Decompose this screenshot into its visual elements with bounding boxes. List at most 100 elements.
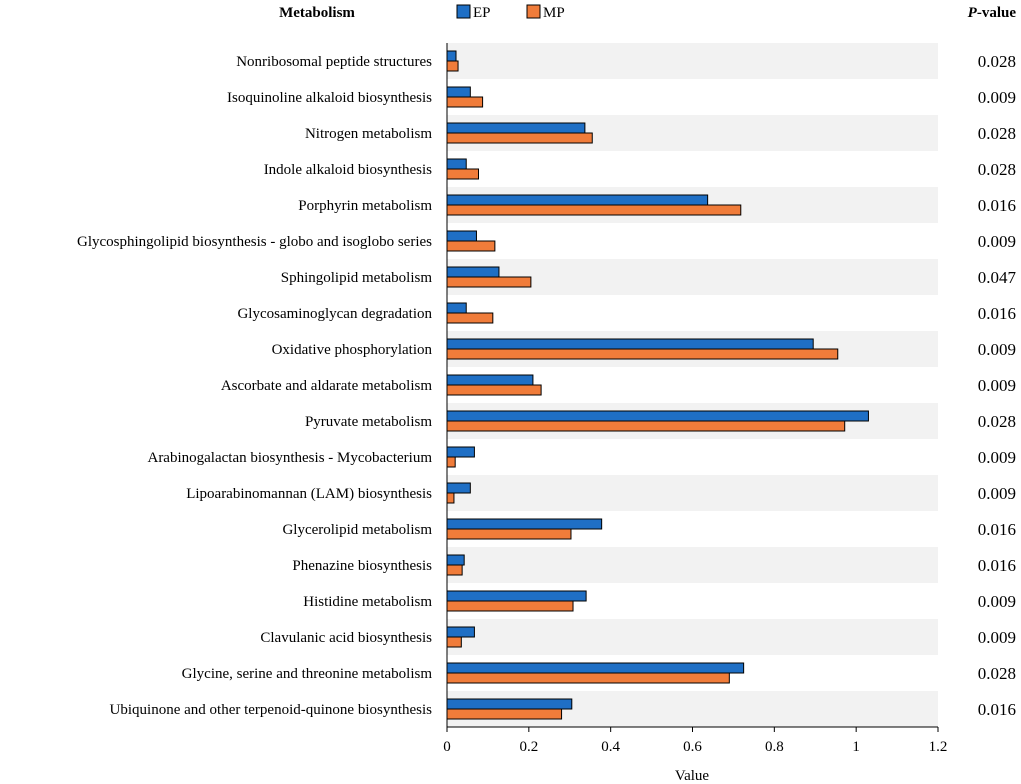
p-value: 0.009: [978, 340, 1016, 359]
category-label: Oxidative phosphorylation: [272, 342, 433, 358]
category-label: Indole alkaloid biosynthesis: [264, 162, 432, 178]
x-tick-label: 1: [852, 739, 860, 755]
category-label: Histidine metabolism: [303, 594, 432, 610]
bar-mp-1: [446, 96, 484, 108]
p-value: 0.047: [978, 268, 1017, 287]
bar-ep-15: [446, 590, 587, 602]
bar-ep-3: [446, 158, 467, 170]
bar-mp-7: [446, 312, 494, 324]
x-axis: 0 0.2 0.4 0.6 0.8 1 1.2: [443, 43, 947, 755]
bar-ep-0: [446, 50, 457, 62]
bar-mp-13: [446, 528, 572, 540]
x-tick-label: 0: [443, 739, 451, 755]
x-tick-label: 0.2: [519, 739, 538, 755]
p-value-column: 0.028 0.009 0.028 0.028 0.016 0.009 0.047 0.016…: [978, 52, 1017, 719]
category-label: Lipoarabinomannan (LAM) biosynthesis: [186, 486, 432, 502]
bar-ep-14: [446, 554, 465, 566]
p-value: 0.016: [978, 196, 1016, 215]
bar-mp-14: [446, 564, 463, 576]
legend-swatch-ep: [456, 4, 471, 19]
bar-ep-12: [446, 482, 471, 494]
row-band: [447, 547, 938, 583]
category-label: Clavulanic acid biosynthesis: [260, 630, 432, 646]
bar-ep-7: [446, 302, 467, 314]
bar-mp-10: [446, 420, 846, 432]
bar-mp-2: [446, 132, 593, 144]
bar-mp-8: [446, 348, 839, 360]
category-label: Pyruvate metabolism: [305, 414, 432, 430]
category-label: Glycine, serine and threonine metabolism: [182, 666, 433, 682]
x-axis-title: Value: [675, 768, 709, 784]
x-tick-label: 1.2: [929, 739, 948, 755]
p-value: 0.028: [978, 412, 1016, 431]
bar-ep-8: [446, 338, 814, 350]
p-value: 0.028: [978, 124, 1016, 143]
p-value: 0.009: [978, 628, 1016, 647]
bar-ep-17: [446, 662, 745, 674]
p-value: 0.016: [978, 304, 1016, 323]
category-label: Porphyrin metabolism: [298, 198, 432, 214]
legend: EP MP: [456, 4, 565, 21]
bar-ep-5: [446, 230, 477, 242]
bar-ep-13: [446, 518, 603, 530]
category-label: Ubiquinone and other terpenoid-quinone b…: [110, 702, 433, 718]
p-value: 0.009: [978, 376, 1016, 395]
bar-ep-1: [446, 86, 471, 98]
category-labels: Nonribosomal peptide structures Isoquinol…: [77, 54, 432, 718]
bar-mp-11: [446, 456, 456, 468]
category-label: Sphingolipid metabolism: [281, 270, 433, 286]
bar-ep-11: [446, 446, 475, 458]
bars-group: [446, 50, 869, 720]
legend-label-mp: MP: [543, 5, 565, 21]
bar-ep-4: [446, 194, 709, 206]
bar-ep-2: [446, 122, 586, 134]
bar-mp-17: [446, 672, 730, 684]
row-band: [447, 475, 938, 511]
row-band: [447, 43, 938, 79]
p-value: 0.009: [978, 592, 1016, 611]
bar-mp-3: [446, 168, 480, 180]
row-band: [447, 619, 938, 655]
bar-mp-4: [446, 204, 742, 216]
p-value: 0.009: [978, 448, 1016, 467]
p-value: 0.009: [978, 88, 1016, 107]
category-label: Glycosaminoglycan degradation: [237, 306, 432, 322]
x-tick-label: 0.6: [683, 739, 702, 755]
p-value-header: P-value: [968, 5, 1017, 21]
bar-ep-18: [446, 698, 573, 710]
bar-ep-6: [446, 266, 500, 278]
p-value: 0.028: [978, 160, 1016, 179]
bar-mp-6: [446, 276, 532, 288]
metabolism-header: Metabolism: [279, 5, 355, 21]
p-value-header-italic: P: [968, 5, 978, 21]
category-label: Phenazine biosynthesis: [292, 558, 432, 574]
x-tick-label: 0.8: [765, 739, 784, 755]
bar-mp-0: [446, 60, 459, 72]
category-label: Isoquinoline alkaloid biosynthesis: [227, 90, 432, 106]
p-value: 0.028: [978, 664, 1016, 683]
p-value: 0.016: [978, 556, 1016, 575]
bar-mp-15: [446, 600, 574, 612]
bar-mp-9: [446, 384, 542, 396]
bar-ep-16: [446, 626, 475, 638]
legend-swatch-mp: [526, 4, 541, 19]
category-label: Nitrogen metabolism: [305, 126, 432, 142]
p-value: 0.028: [978, 52, 1016, 71]
x-tick-label: 0.4: [601, 739, 620, 755]
p-value: 0.009: [978, 232, 1016, 251]
p-value: 0.009: [978, 484, 1016, 503]
category-label: Glycosphingolipid biosynthesis - globo a…: [77, 234, 432, 250]
bar-ep-10: [446, 410, 869, 422]
bar-mp-12: [446, 492, 455, 504]
p-value: 0.016: [978, 520, 1016, 539]
p-value-header-rest: -value: [977, 5, 1017, 21]
legend-label-ep: EP: [473, 5, 491, 21]
bar-mp-5: [446, 240, 496, 252]
category-label: Nonribosomal peptide structures: [236, 54, 432, 70]
p-value: 0.016: [978, 700, 1016, 719]
category-label: Arabinogalactan biosynthesis - Mycobacte…: [147, 450, 432, 466]
bar-mp-18: [446, 708, 563, 720]
category-label: Glycerolipid metabolism: [282, 522, 432, 538]
category-label: Ascorbate and aldarate metabolism: [221, 378, 432, 394]
